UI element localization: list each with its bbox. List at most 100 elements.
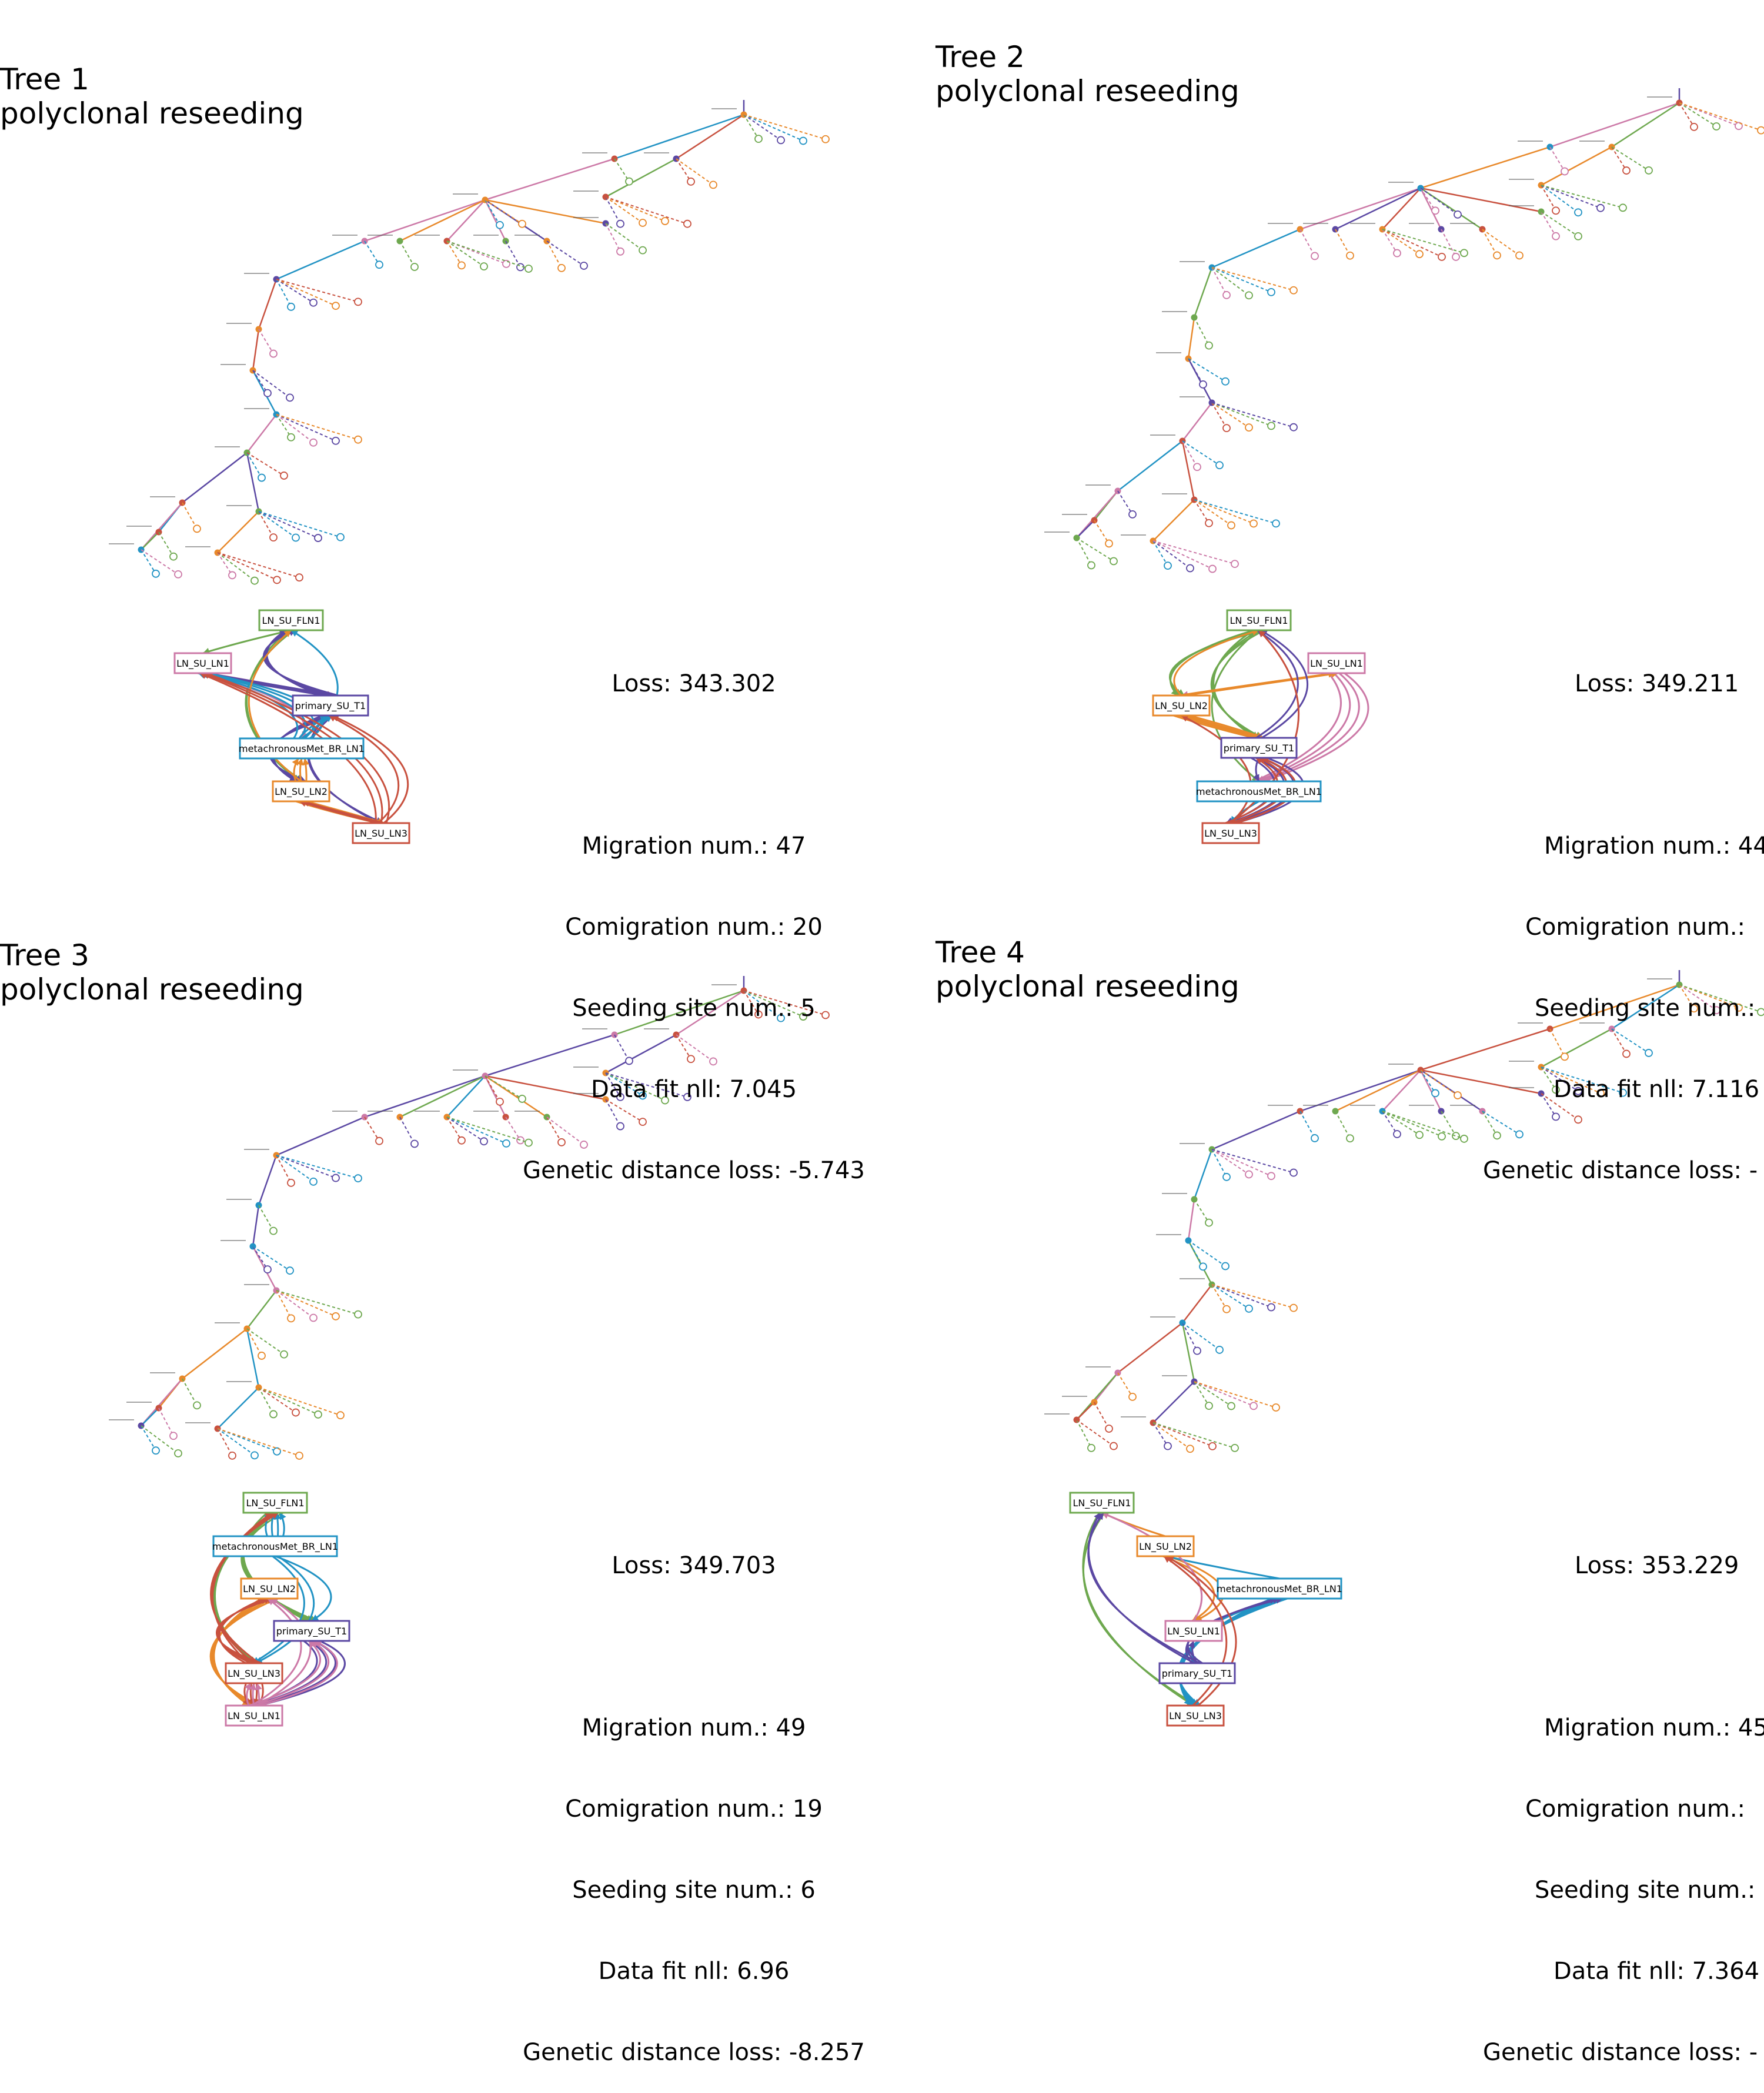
witness-node — [616, 1122, 624, 1131]
site-label: primary_SU_T1 — [295, 700, 366, 712]
witness-node — [457, 1136, 466, 1145]
witness-node — [1222, 1173, 1231, 1181]
witness-node — [1690, 1004, 1698, 1013]
witness-node — [258, 473, 266, 482]
witness-node — [1245, 291, 1253, 300]
tree-edge — [1187, 1240, 1213, 1285]
witness-node — [821, 135, 830, 143]
witness-node — [269, 1410, 278, 1419]
panel-3-subtitle: polyclonal reseeding — [0, 972, 304, 1007]
witness-node — [287, 433, 295, 442]
migration-graph-panel-3: LN_SU_FLN1 metachronousMet_BR_LN1 LN_SU_LN… — [209, 1492, 350, 1727]
witness-node — [336, 1411, 345, 1420]
witness-node — [174, 570, 182, 579]
site-label: LN_SU_LN3 — [355, 828, 407, 840]
witness-node — [661, 1096, 669, 1105]
witness-node — [1186, 564, 1194, 573]
panel-4-stats: Loss: 353.229 Migration num.: 45 Comigra… — [1483, 1498, 1764, 2093]
migration-num: Migration num.: 47 — [582, 832, 806, 860]
witness-node — [616, 219, 624, 228]
witness-node — [1757, 1008, 1764, 1017]
witness-node — [1596, 1089, 1605, 1098]
site-node-ln-su-ln1: LN_SU_LN1 — [225, 1704, 283, 1727]
site-label: primary_SU_T1 — [1162, 1668, 1232, 1680]
witness-node — [639, 219, 647, 227]
tree-edge — [1182, 402, 1212, 442]
tree-edge — [485, 1075, 606, 1101]
tree-edge — [1152, 1381, 1195, 1423]
panel-1-subtitle: polyclonal reseeding — [0, 96, 304, 131]
tree-edge — [1152, 499, 1195, 541]
witness-node — [799, 136, 807, 145]
site-label: LN_SU_LN3 — [228, 1668, 280, 1680]
migration-graph-panel-4: LN_SU_FLN1 LN_SU_LN2 metachronousMet_BR_LN… — [1069, 1492, 1342, 1727]
panel-1-tree-label: Tree 1 — [0, 62, 89, 96]
witness-node — [1231, 1443, 1239, 1452]
witness-node — [1393, 249, 1401, 258]
tree-edge — [1611, 102, 1680, 148]
witness-node — [287, 1314, 295, 1323]
witness-node — [287, 1178, 295, 1187]
witness-node — [580, 262, 588, 270]
tree-edge — [258, 279, 278, 330]
migration-edge — [255, 1555, 315, 1664]
witness-node — [1208, 1442, 1217, 1450]
witness-node — [1622, 1049, 1631, 1058]
witness-node — [314, 1410, 322, 1419]
witness-node — [1690, 122, 1698, 131]
witness-node — [1215, 1346, 1224, 1354]
tree-edge — [246, 1290, 277, 1329]
witness-node — [1289, 1168, 1298, 1177]
site-label: LN_SU_FLN1 — [262, 615, 320, 627]
witness-node — [1712, 1006, 1720, 1015]
witness-node — [799, 1012, 807, 1021]
site-label: metachronousMet_BR_LN1 — [1217, 1583, 1342, 1595]
witness-node — [1221, 377, 1230, 386]
witness-node — [639, 1118, 647, 1126]
witness-node — [524, 265, 533, 273]
migration-edge — [1173, 629, 1259, 697]
witness-node — [332, 1173, 340, 1182]
witness-node — [410, 1139, 419, 1148]
panel-3-title: Tree 3 polyclonal reseeding — [0, 938, 304, 1007]
witness-node — [1245, 423, 1253, 432]
witness-node — [174, 1449, 182, 1457]
witness-node — [1452, 253, 1460, 261]
genetic-distance-loss: Genetic distance loss: -5.743 — [523, 1157, 865, 1184]
site-label: LN_SU_LN3 — [1204, 828, 1257, 840]
site-label: LN_SU_LN1 — [228, 1710, 280, 1722]
migration-num: Migration num.: 45 — [1544, 1714, 1764, 1741]
witness-node — [1460, 249, 1468, 258]
witness-node — [1552, 1112, 1560, 1121]
site-node-primary-su-t1: primary_SU_T1 — [292, 694, 369, 717]
witness-node — [557, 1138, 566, 1146]
witness-node — [1193, 463, 1201, 472]
witness-node — [1272, 519, 1280, 528]
migration-edge — [332, 714, 409, 824]
migration-edge — [1184, 672, 1338, 697]
witness-node — [354, 1310, 362, 1319]
data-fit-nll: Data fit nll: 7.364 — [1553, 1958, 1760, 1985]
tree-edge — [1299, 1069, 1421, 1112]
clone-tree-panel-2 — [1044, 88, 1764, 573]
site-node-ln-su-ln1: LN_SU_LN1 — [173, 652, 232, 674]
seeding-site-num: Seeding site num.: — [1535, 995, 1756, 1022]
loss-value: Loss: 353.229 — [1575, 1552, 1739, 1579]
tree-edge — [1187, 1199, 1195, 1241]
tree-edge — [217, 1387, 259, 1429]
tree-edge — [485, 158, 615, 201]
migration-edge — [240, 1512, 317, 1622]
tree-edge — [1182, 1284, 1212, 1323]
site-node-ln-su-fln1: LN_SU_FLN1 — [258, 609, 324, 631]
data-fit-nll: Data fit nll: 7.116 — [1553, 1076, 1760, 1103]
witness-node — [1460, 1135, 1468, 1143]
witness-node — [480, 1137, 488, 1146]
witness-node — [1311, 252, 1319, 260]
witness-node — [332, 302, 340, 310]
witness-node — [269, 349, 278, 358]
site-node-metachronousmet-br-ln1: metachronousMet_BR_LN1 — [1217, 1577, 1342, 1600]
tree-edge — [1193, 1149, 1213, 1200]
migration-edge — [1255, 629, 1299, 739]
migration-num: Migration num.: 49 — [582, 1714, 806, 1741]
migration-edge — [1263, 672, 1369, 783]
